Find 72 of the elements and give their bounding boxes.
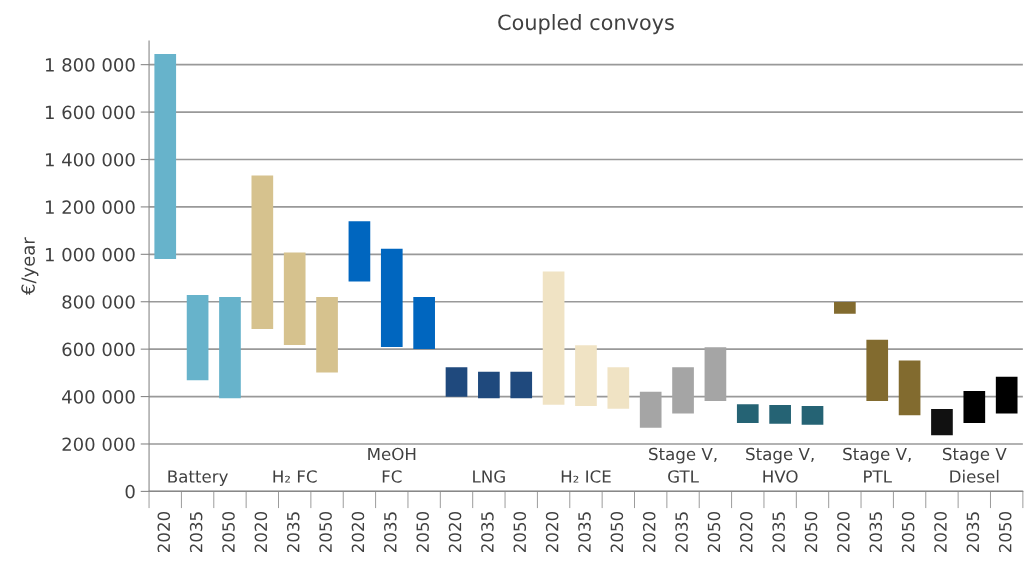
x-tick-label: 2020 [448,511,462,553]
bar [575,345,597,407]
y-tick-label: 400 000 [62,390,135,404]
bar [316,297,338,373]
annotation: H₂ FC [273,470,317,483]
y-tick-label: 1 400 000 [45,152,135,167]
x-tick-label: 2035 [578,512,591,553]
x-tick-label: 2035 [869,512,883,553]
y-tick-label: 200 000 [62,437,135,452]
bar [251,175,274,329]
bar [154,53,177,260]
bar [283,252,306,346]
bar [348,221,371,282]
y-tick-label: 1 200 000 [45,200,135,215]
y-tick-label: 1 000 000 [45,247,135,262]
x-tick-label: 2035 [675,512,688,553]
bar [413,297,435,349]
bar [866,339,889,402]
bar [186,295,209,381]
bar [510,371,533,399]
annotation: H₂ ICE [561,470,611,483]
x-tick-label: 2050 [513,511,527,553]
x-tick-label: 2035 [772,512,785,553]
annotation: Stage V, HVO [746,447,814,483]
y-tick-label: 0 [125,484,135,499]
x-tick-label: 2020 [351,511,365,553]
x-tick-label: 2050 [222,511,235,553]
x-tick-label: 2035 [966,512,980,553]
x-tick-label: 2035 [286,512,300,553]
bar [445,367,468,397]
y-tick-label: 800 000 [62,295,135,309]
chart-title: Coupled convoys [498,14,674,35]
bar [607,367,630,409]
bar [478,371,500,399]
bar [736,404,759,423]
annotation: Stage V, PTL [843,447,911,483]
annotation: MeOH FC [368,447,416,483]
x-tick-label: 2020 [642,511,656,553]
bar [898,360,921,416]
bar [769,405,791,424]
bar [380,248,403,348]
annotation: LNG [473,470,505,483]
x-tick-label: 2020 [837,511,850,553]
bar [542,271,565,405]
x-tick-label: 2050 [416,511,429,553]
annotation: Battery [168,470,228,486]
bar [834,301,856,314]
x-tick-label: 2050 [998,511,1012,553]
x-tick-label: 2035 [189,512,203,553]
x-tick-label: 2035 [481,512,494,553]
x-tick-label: 2035 [384,512,397,553]
x-tick-label: 2050 [804,511,818,553]
y-tick-label: 1 600 000 [45,105,135,120]
bar [995,376,1018,414]
y-tick-label: 1 800 000 [45,58,135,72]
x-tick-label: 2050 [610,511,624,553]
x-tick-label: 2020 [254,511,268,553]
y-tick-label: 600 000 [62,342,135,357]
bar [931,408,953,436]
bar [801,406,824,425]
x-tick-label: 2050 [901,511,915,553]
x-tick-label: 2020 [740,511,753,553]
annotation: Stage V, GTL [649,447,717,483]
x-tick-label: 2020 [545,511,559,553]
bar [963,390,986,423]
x-tick-label: 2050 [319,511,332,553]
y-axis-title: €/year [21,237,39,296]
x-tick-label: 2020 [934,511,947,553]
bar [219,297,241,399]
x-tick-label: 2050 [707,511,721,553]
x-tick-label: 2020 [157,511,171,553]
annotation: Stage V Diesel [942,447,1007,483]
